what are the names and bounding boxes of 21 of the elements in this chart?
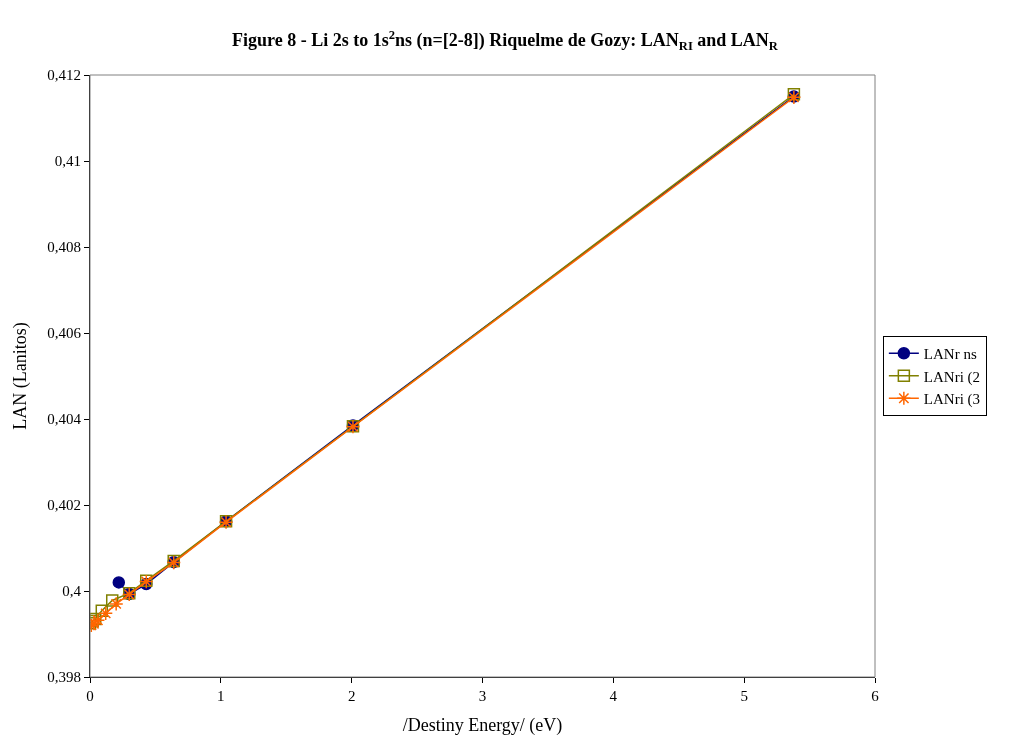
y-axis-title: LAN (Lanitos)	[10, 322, 32, 430]
x-axis-title: /Destiny Energy/ (eV)	[402, 715, 563, 737]
x-tick-label: 5	[740, 688, 748, 704]
legend-label: LANri (3	[923, 391, 981, 409]
x-tick-label: 4	[609, 688, 618, 704]
y-tick-label: 0,398	[47, 669, 81, 686]
x-tick-label: 3	[478, 688, 487, 704]
y-tick-label: 0,406	[47, 325, 82, 342]
y-tick-label: 0,41	[54, 153, 81, 170]
y-tick-label: 0,4	[62, 583, 82, 600]
y-tick-label: 0,404	[47, 411, 82, 428]
x-tick-label: 0	[86, 688, 94, 704]
chart-title: Figure 8 - Li 2s to 1s$^{2}$ns (n=[2-8]) Riquelme de Gozy: LAN$_{RI}$ and LAN$_{R}$	[232, 27, 779, 53]
y-tick-label: 0,408	[47, 239, 81, 256]
legend-label: LANr ns	[923, 346, 977, 363]
legend-label: LANri (2	[923, 368, 981, 386]
y-tick-label: 0,402	[47, 497, 81, 514]
y-tick-label: 0,412	[47, 67, 81, 84]
x-tick-label: 1	[217, 688, 225, 704]
x-tick-label: 2	[347, 688, 356, 704]
x-tick-label: 6	[871, 688, 880, 704]
